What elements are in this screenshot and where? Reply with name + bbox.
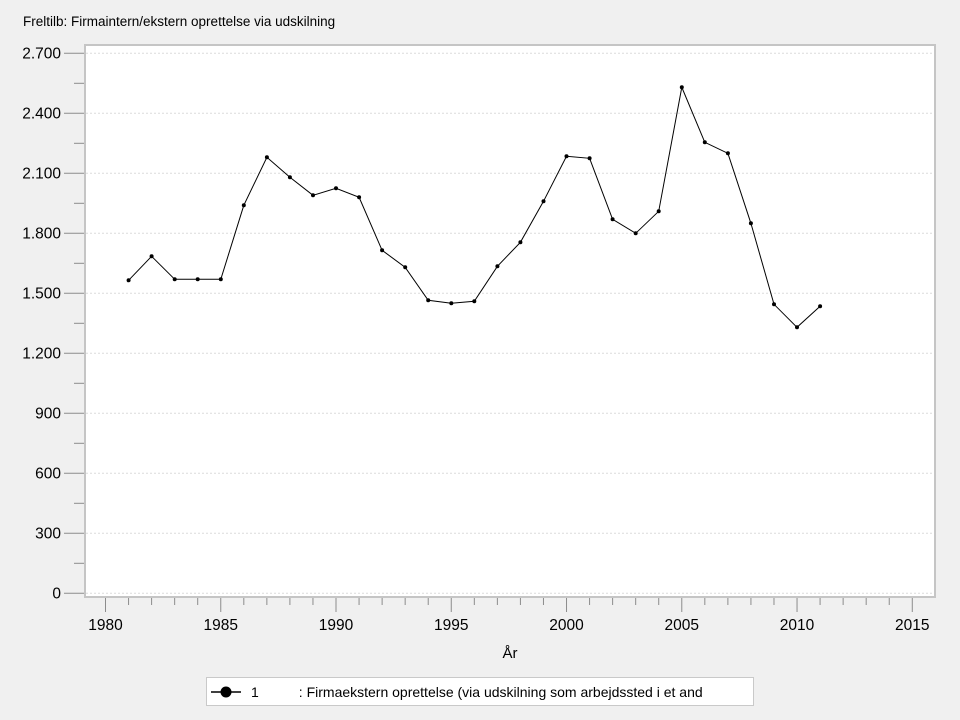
data-point: [241, 203, 246, 208]
y-tick-label: 300: [35, 525, 61, 542]
data-point: [472, 299, 477, 304]
data-point: [334, 186, 338, 191]
y-tick-label: 1.800: [22, 225, 61, 242]
y-axis: 0 300 600 900 1.200 1.500 1.800 2.100 2.400 2.700: [22, 45, 84, 602]
data-point: [564, 154, 569, 159]
data-point: [748, 221, 753, 226]
data-point: [380, 248, 385, 253]
data-point: [218, 277, 223, 282]
data-point: [587, 156, 592, 161]
data-point: [772, 302, 776, 307]
y-tick-label: 1.200: [22, 345, 61, 362]
data-point: [518, 240, 523, 245]
data-point: [656, 209, 661, 214]
y-tick-label: 2.100: [22, 165, 61, 182]
y-tick-label: 900: [35, 405, 61, 422]
data-point: [149, 254, 154, 259]
data-point: [495, 264, 500, 269]
data-point: [795, 325, 799, 330]
data-point: [541, 199, 546, 204]
y-tick-label: 600: [35, 465, 61, 482]
x-axis-label: År: [502, 645, 518, 662]
y-tick-label: 1.500: [22, 285, 61, 302]
data-point: [633, 231, 638, 236]
gridlines: [86, 52, 934, 594]
y-tick-label: 2.400: [22, 105, 61, 122]
x-axis: 1980 1985 1990 1995 2000 2005 2010 2015: [88, 598, 930, 634]
chart-title: Freltilb: Firmaintern/ekstern oprettelse…: [23, 14, 336, 29]
plot-area: [84, 44, 936, 598]
data-point: [818, 304, 823, 309]
data-point: [610, 217, 615, 222]
y-tick-label: 0: [52, 585, 61, 602]
x-tick-label: 2005: [665, 617, 699, 634]
data-point: [264, 155, 269, 160]
x-tick-label: 1990: [319, 617, 354, 634]
x-tick-label: 2000: [549, 617, 584, 634]
x-tick-label: 1995: [434, 617, 468, 634]
series-marker-icon: [211, 686, 241, 697]
data-point: [172, 277, 177, 282]
data-point: [311, 193, 315, 198]
data-point: [195, 277, 200, 282]
data-point: [287, 175, 292, 180]
x-tick-label: 1980: [88, 617, 123, 634]
legend-series-id: 1: [251, 683, 259, 700]
x-tick-label: 2015: [895, 617, 929, 634]
data-point: [126, 278, 131, 283]
y-tick-label: 2.700: [22, 45, 61, 62]
legend-series-description: : Firmaekstern oprettelse (via udskilnin…: [298, 683, 703, 700]
data-point: [357, 195, 362, 200]
series-1: [126, 85, 823, 330]
data-point: [679, 85, 684, 90]
data-point: [449, 301, 454, 306]
data-point: [702, 140, 707, 145]
data-point: [725, 151, 730, 156]
x-tick-label: 2010: [780, 617, 815, 634]
data-point: [426, 298, 431, 303]
legend: 1 : Firmaekstern oprettelse (via udskiln…: [206, 677, 754, 706]
data-point: [403, 265, 408, 270]
x-tick-label: 1985: [204, 617, 238, 634]
